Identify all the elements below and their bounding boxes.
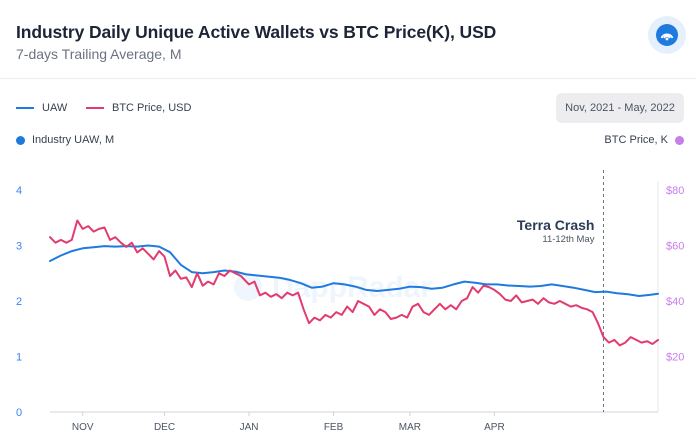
right-tick-label: $20 [666,352,684,364]
x-tick-label: MAR [399,422,421,433]
left-tick-label: 1 [16,352,22,364]
right-tick-label: $60 [666,241,684,253]
left-axis-dot-icon [16,135,25,145]
legend-label-btc: BTC Price, USD [112,102,192,114]
left-tick-label: 0 [16,407,22,419]
left-tick-label: 4 [16,185,22,197]
left-tick-label: 3 [16,241,22,253]
right-axis-title-label: BTC Price, K [604,134,668,146]
page-subtitle: 7-days Trailing Average, M [16,46,182,62]
left-axis-title: Industry UAW, M [16,134,114,146]
legend-label-uaw: UAW [42,102,68,114]
right-axis: $20 $40 $60 $80 [657,182,684,412]
x-tick-label: NOV [72,422,94,433]
terra-crash-title: Terra Crash [517,217,595,233]
x-tick-label: JAN [240,422,259,433]
left-axis: 0 1 2 3 4 [16,185,22,419]
page-title: Industry Daily Unique Active Wallets vs … [16,22,497,42]
legend-item-uaw[interactable]: UAW [16,102,67,114]
right-tick-label: $80 [666,185,684,197]
right-axis-title: BTC Price, K [604,134,684,146]
x-tick-label: FEB [324,422,344,433]
left-tick-label: 2 [16,296,22,308]
terra-crash-subtitle: 11-12th May [542,234,594,245]
uaw-swatch-icon [16,107,34,109]
series-line-uaw[interactable] [49,244,659,297]
date-range-selector[interactable]: Nov, 2021 - May, 2022 [556,93,684,123]
x-tick-label: APR [484,422,505,433]
series-group [49,219,659,347]
left-axis-title-label: Industry UAW, M [32,134,115,146]
btc-swatch-icon [86,107,104,109]
x-tick-label: DEC [154,422,175,433]
right-tick-label: $40 [666,296,684,308]
right-axis-dot-icon [675,135,684,145]
series-line-btc[interactable] [49,219,659,347]
legend-item-btc[interactable]: BTC Price, USD [86,102,191,114]
header-divider [0,78,696,79]
dappradar-logo-icon[interactable] [648,16,686,54]
x-axis: NOV DEC JAN FEB MAR APR [50,411,658,433]
